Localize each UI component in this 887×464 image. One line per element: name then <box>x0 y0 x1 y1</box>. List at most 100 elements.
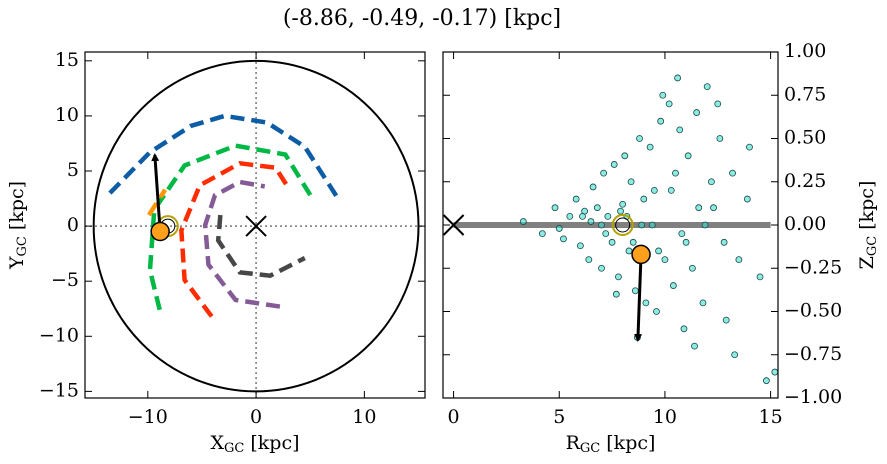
plot-area <box>85 52 425 398</box>
cluster-point <box>657 117 665 125</box>
axes-frame <box>442 51 779 399</box>
cluster-point <box>735 256 743 264</box>
x-tick-label: 0 <box>250 406 262 428</box>
cluster-point <box>648 221 656 229</box>
cluster-point <box>579 212 586 220</box>
cluster-point <box>608 238 616 246</box>
x-tick-label: 15 <box>759 406 783 428</box>
cluster-point <box>756 273 764 281</box>
x-tick-label: 5 <box>553 406 565 428</box>
x-tick-label: 10 <box>352 406 376 428</box>
label-sub: GC <box>224 441 244 456</box>
sun-marker-inner <box>615 217 631 233</box>
cluster-point <box>689 264 696 272</box>
cluster-point <box>593 204 601 212</box>
cluster-point <box>560 235 567 243</box>
y-tick-label: −5 <box>51 269 79 291</box>
label-unit: [kpc] <box>6 181 28 236</box>
x-tick-label: 0 <box>448 406 460 428</box>
cluster-position <box>631 244 651 265</box>
axes-frame <box>84 51 426 399</box>
cluster-point <box>684 152 692 160</box>
cluster-point <box>587 218 595 225</box>
cluster-point <box>638 221 646 229</box>
label-unit: [kpc] <box>244 432 299 454</box>
cluster-point <box>729 169 736 177</box>
cluster-point <box>600 169 608 177</box>
cluster-point <box>722 316 730 324</box>
y-tick-label: 0.25 <box>784 170 826 192</box>
y-tick-label: 10 <box>55 104 79 126</box>
cluster-point <box>716 135 724 142</box>
cluster-point <box>589 183 597 191</box>
spiral-arm <box>147 143 315 311</box>
cluster-point <box>572 195 580 203</box>
y-tick-label: −0.25 <box>784 256 842 278</box>
cluster-point <box>519 218 527 225</box>
figure-title: (-8.86, -0.49, -0.17) [kpc] <box>283 6 561 31</box>
cluster-point <box>710 204 717 212</box>
cluster-point <box>642 299 650 307</box>
y-tick-label: 0.50 <box>784 127 826 149</box>
cluster-point <box>720 238 728 246</box>
cluster-point <box>640 195 648 203</box>
cluster-point <box>676 126 684 134</box>
cluster-point <box>653 308 660 315</box>
cluster-point <box>669 282 677 289</box>
origin-marker <box>245 215 267 237</box>
label-main: X <box>210 432 224 454</box>
y-tick-label: 1.00 <box>784 40 826 62</box>
velocity-arrow <box>634 254 643 343</box>
cluster-point <box>598 264 605 272</box>
y-tick-label: −0.50 <box>784 300 842 322</box>
cluster-point <box>665 100 673 108</box>
cluster-point <box>627 178 635 186</box>
cluster-point <box>678 230 686 238</box>
cluster-point <box>650 186 658 194</box>
cluster-point <box>604 212 612 220</box>
label-unit: [kpc] <box>856 181 878 236</box>
label-unit: [kpc] <box>600 432 655 454</box>
label-main: Y <box>6 256 28 270</box>
cluster-point <box>731 351 739 359</box>
cluster-point <box>576 242 584 250</box>
y-tick-label: 15 <box>55 49 79 71</box>
label-sub: GC <box>580 441 600 456</box>
y-tick-label: −0.75 <box>784 343 842 365</box>
sun-marker <box>611 214 634 236</box>
panel: 0 5 10 15−1.00 −0.75 −0.50 −0.25 0.00 0.25 0.50 0.… <box>442 40 880 456</box>
origin-marker <box>443 214 465 236</box>
cluster-point <box>598 221 605 229</box>
cluster-point <box>661 256 669 264</box>
cluster-point <box>629 238 637 246</box>
x-axis-label: XGC [kpc] <box>210 432 299 456</box>
cluster-point <box>646 143 654 151</box>
spiral-arm <box>215 214 306 278</box>
cluster-point <box>621 152 629 160</box>
cluster-point <box>636 135 643 142</box>
cluster-point <box>708 178 715 186</box>
cluster-point <box>659 91 667 99</box>
label-main: R <box>566 432 581 454</box>
cluster-point <box>672 169 679 177</box>
cluster-point <box>612 290 620 298</box>
cluster-point <box>585 256 593 264</box>
spiral-arm <box>202 179 281 309</box>
y-tick-label: −15 <box>39 379 79 401</box>
cluster-point <box>695 204 703 212</box>
y-tick-label: 0.75 <box>784 83 826 105</box>
y-tick-label: 0 <box>67 214 79 236</box>
x-tick-label: 10 <box>653 406 677 428</box>
spiral-arm <box>179 160 292 318</box>
cluster-point <box>703 83 711 90</box>
y-axis-label: YGC [kpc] <box>6 181 30 270</box>
cluster-position <box>150 221 170 242</box>
cluster-point <box>610 161 618 168</box>
cluster-point <box>674 74 682 82</box>
cluster-point <box>699 299 707 307</box>
label-main: Z <box>856 256 878 269</box>
y-tick-label: 0.00 <box>784 213 826 235</box>
